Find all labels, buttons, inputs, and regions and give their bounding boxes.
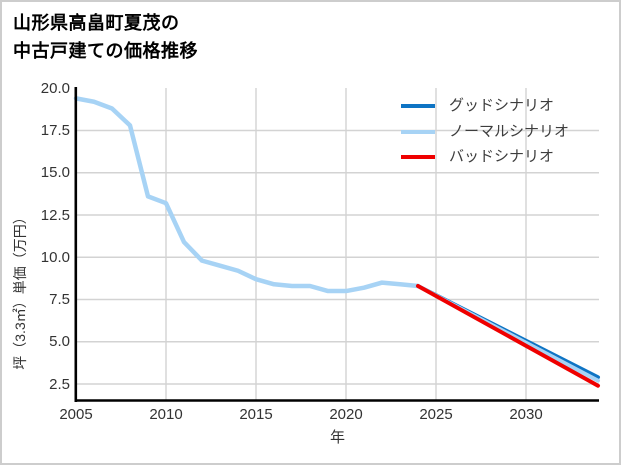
good-scenario-swatch	[401, 103, 435, 108]
legend-item-normal-scenario: ノーマルシナリオ	[401, 123, 569, 140]
x-tick-label: 2030	[509, 406, 543, 423]
x-tick-label: 2025	[419, 406, 453, 423]
y-axis-title: 坪（3.3㎡）単価（万円）	[12, 210, 28, 370]
y-tick-label: 20.0	[40, 79, 70, 97]
bad-scenario-swatch	[401, 154, 435, 159]
normal-scenario-label: ノーマルシナリオ	[449, 123, 570, 140]
x-tick-label: 2015	[239, 406, 273, 423]
バッドシナリオ-line	[416, 283, 600, 388]
normal-scenario-swatch	[401, 129, 435, 134]
x-axis-title: 年	[329, 429, 345, 446]
実績（履歴）-line	[73, 96, 421, 294]
x-tick-label: 2010	[149, 406, 183, 423]
chart-title-line1: 山形県高畠町夏茂の	[13, 13, 180, 33]
y-tick-label: 12.5	[40, 206, 70, 224]
chart-title-line2: 中古戸建ての価格推移	[13, 41, 198, 61]
chart-title: 山形県高畠町夏茂の 中古戸建ての価格推移	[13, 9, 198, 65]
y-tick-label: 15.0	[40, 164, 70, 182]
y-tick-label: 5.0	[49, 333, 70, 351]
bad-scenario-label: バッドシナリオ	[449, 148, 555, 165]
y-tick-label: 2.5	[49, 375, 70, 393]
x-tick-label: 2005	[59, 406, 93, 423]
legend-item-bad-scenario: バッドシナリオ	[401, 148, 554, 165]
legend-item-good-scenario: グッドシナリオ	[401, 97, 554, 114]
y-tick-label: 7.5	[49, 291, 70, 308]
good-scenario-label: グッドシナリオ	[449, 97, 555, 114]
x-tick-label: 2020	[329, 406, 363, 423]
y-tick-label: 10.0	[40, 248, 70, 266]
y-tick-label: 17.5	[40, 122, 70, 139]
